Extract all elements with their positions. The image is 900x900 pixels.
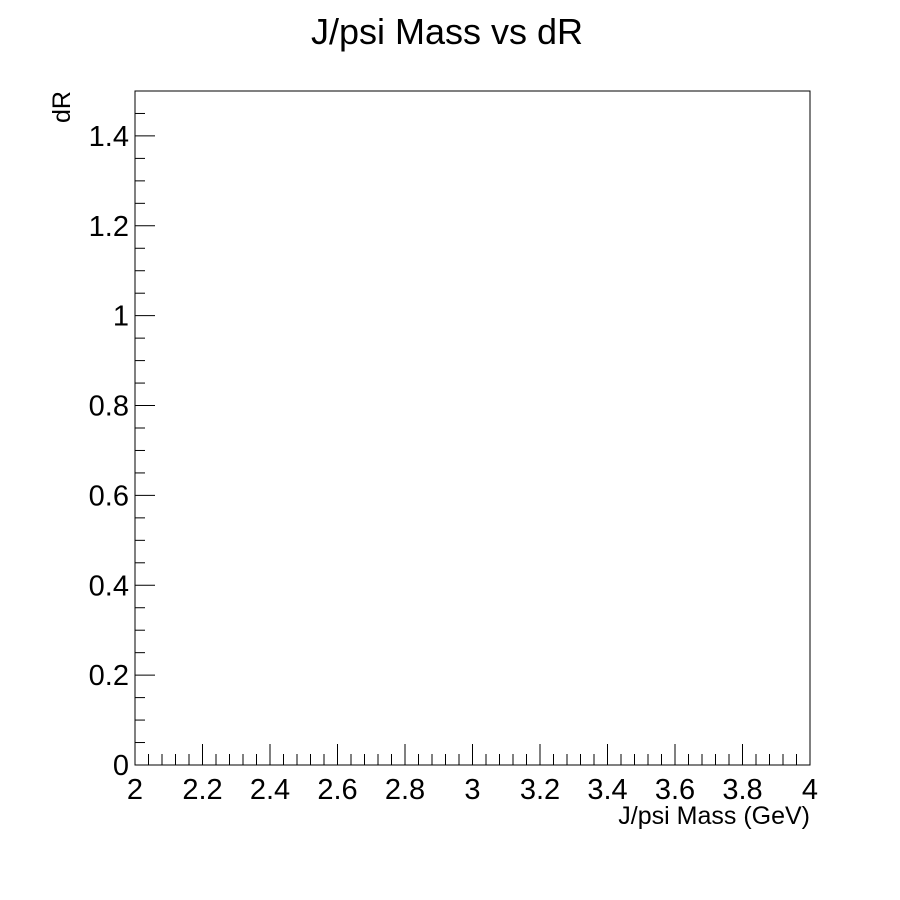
x-tick-label: 3 <box>464 774 480 806</box>
chart-title: J/psi Mass vs dR <box>311 11 583 52</box>
x-tick-label: 2.6 <box>317 774 357 806</box>
x-tick-label: 4 <box>802 774 818 806</box>
x-axis: 2 2.2 2.4 2.6 2.8 3 3.2 3.4 3.6 3.8 4 <box>127 744 818 806</box>
x-axis-label: J/psi Mass (GeV) <box>618 802 810 830</box>
x-tick-label: 2 <box>127 774 143 806</box>
y-tick-label: 0.2 <box>89 660 129 692</box>
x-tick-label: 3.2 <box>520 774 560 806</box>
y-tick-label: 1.2 <box>89 211 129 243</box>
y-tick-label: 0 <box>113 750 129 782</box>
y-tick-label: 0.4 <box>89 570 129 602</box>
y-tick-label: 1.4 <box>89 121 129 153</box>
y-axis-label: dR <box>48 91 76 123</box>
x-tick-label: 3.4 <box>587 774 627 806</box>
x-tick-label: 2.8 <box>385 774 425 806</box>
x-tick-label: 2.4 <box>250 774 290 806</box>
x-tick-label: 3.8 <box>722 774 762 806</box>
y-tick-label: 0.8 <box>89 391 129 423</box>
y-tick-label: 0.6 <box>89 480 129 512</box>
y-tick-label: 1 <box>113 301 129 333</box>
x-tick-label: 2.2 <box>182 774 222 806</box>
y-axis: 0 0.2 0.4 0.6 0.8 1 1.2 1.4 <box>89 90 155 782</box>
x-tick-label: 3.6 <box>655 774 695 806</box>
